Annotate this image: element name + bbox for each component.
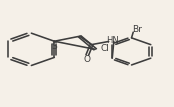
Text: O: O: [84, 55, 91, 64]
Text: Cl: Cl: [100, 44, 109, 53]
Text: S: S: [52, 42, 57, 51]
Text: Br: Br: [132, 25, 142, 33]
Text: HN: HN: [107, 36, 119, 45]
